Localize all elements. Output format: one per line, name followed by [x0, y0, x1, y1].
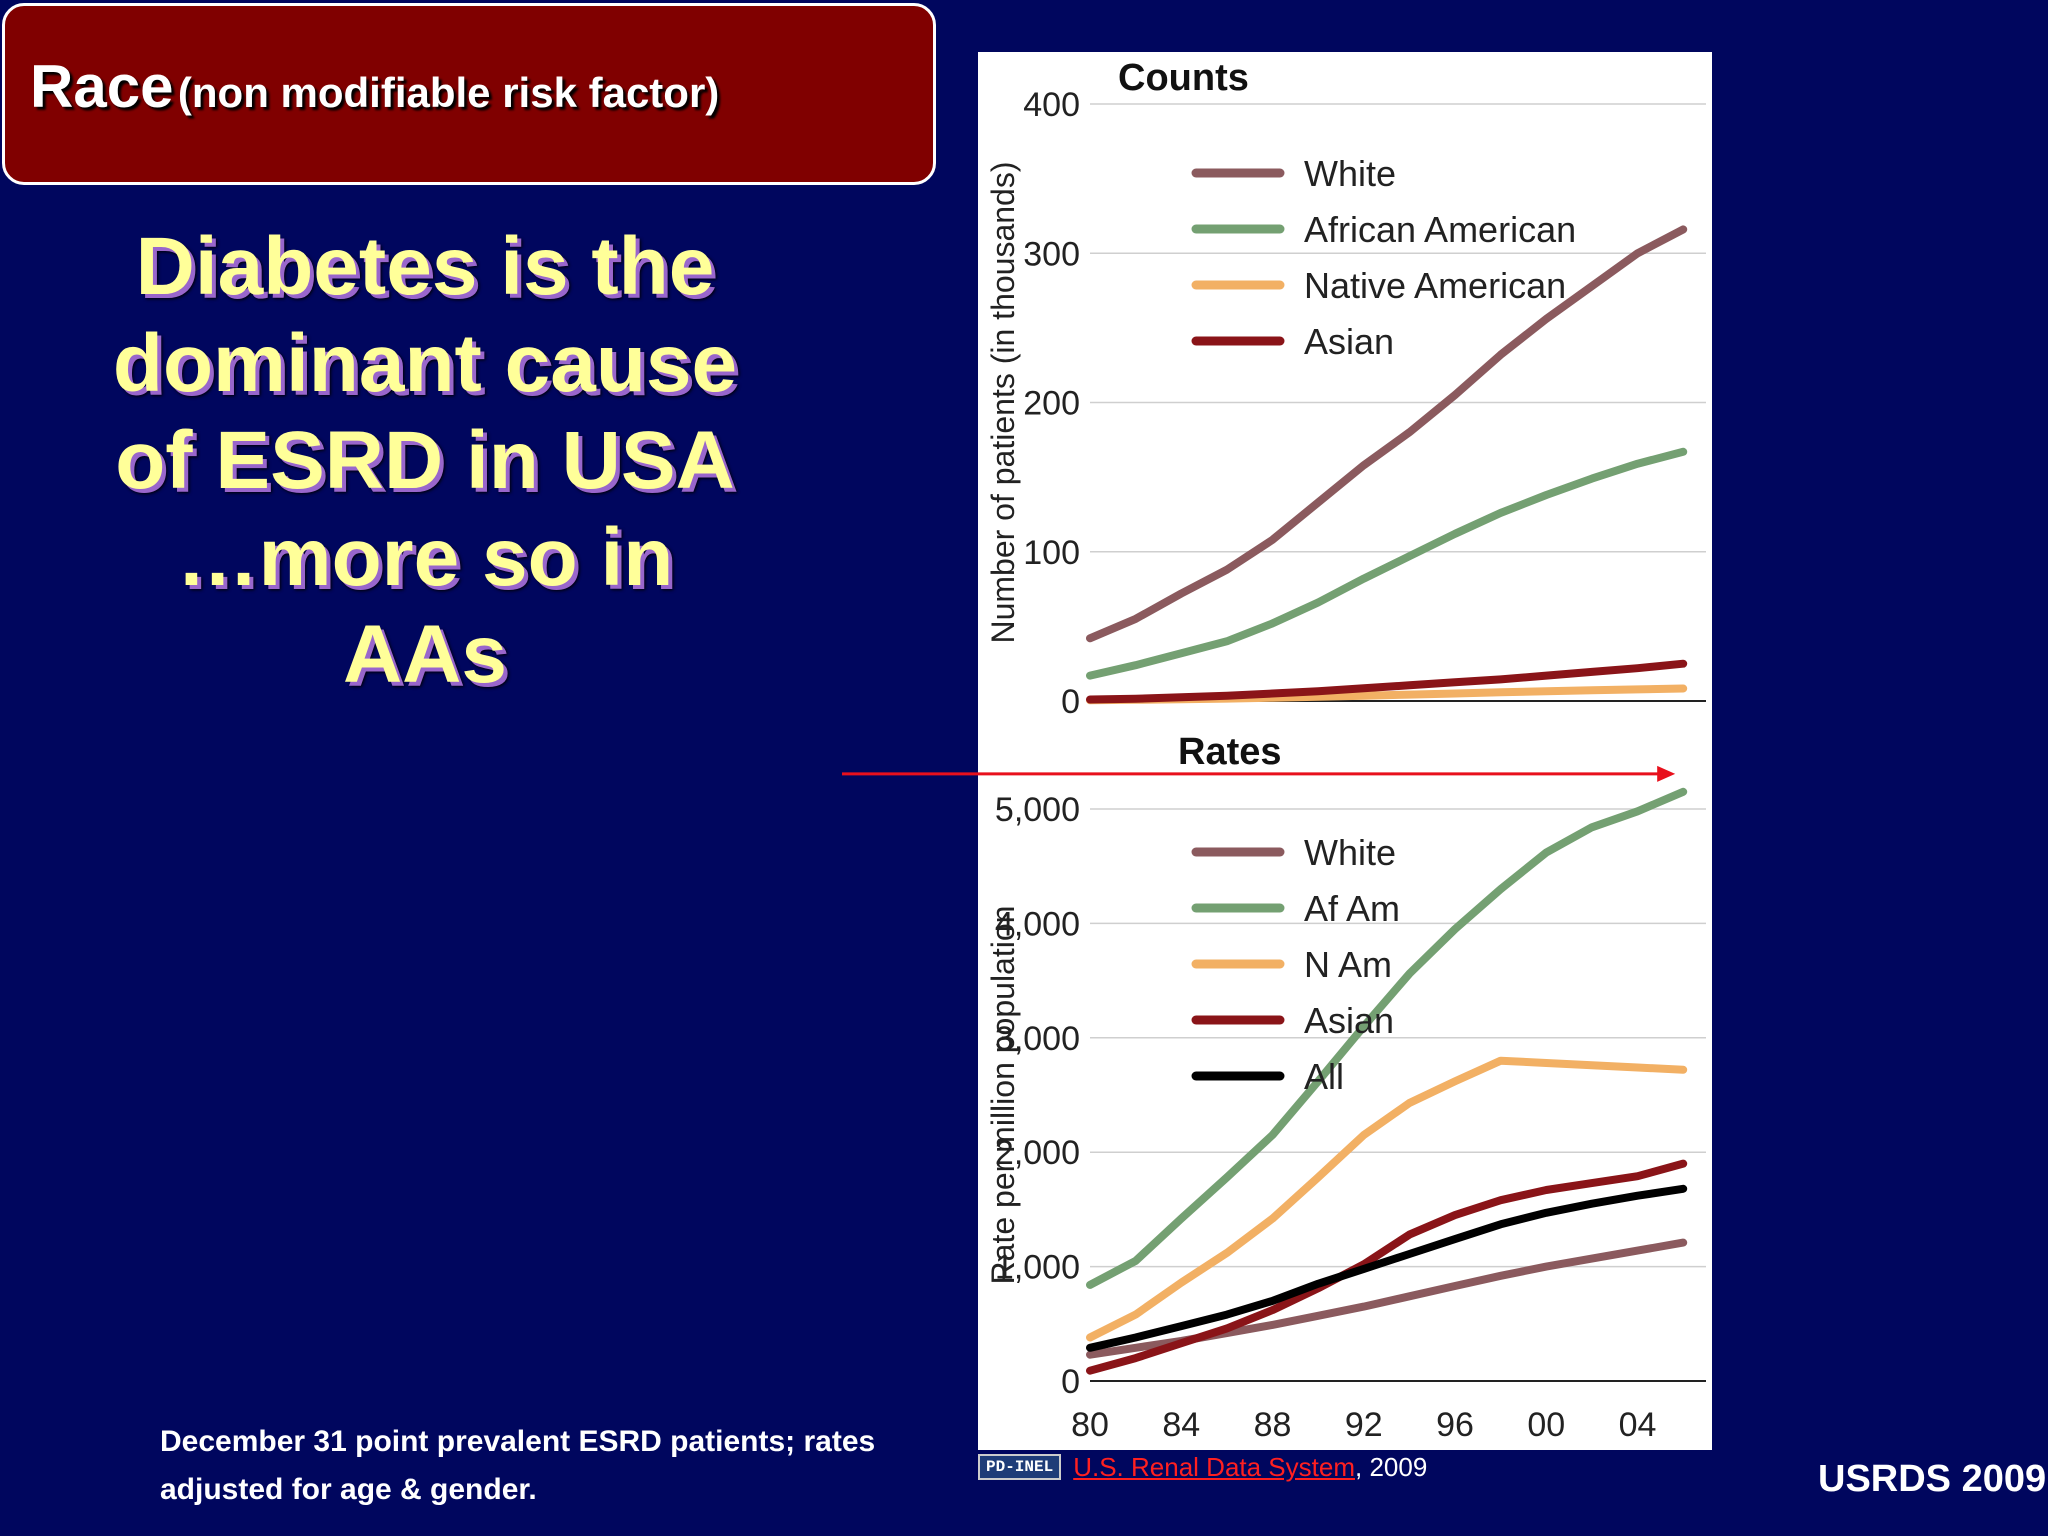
headline-line: Diabetes is the	[135, 221, 715, 312]
series-line-african-american	[1086, 447, 1688, 680]
y-tick-label: 400	[1023, 86, 1080, 124]
credit-year: , 2009	[1355, 1451, 1428, 1482]
title-race: Race	[30, 53, 174, 120]
footnote: December 31 point prevalent ESRD patient…	[160, 1418, 980, 1514]
headline-line: dominant cause	[112, 318, 738, 409]
slide-title: Race (non modifiable risk factor)	[30, 52, 719, 121]
legend-entry: African American	[1304, 209, 1576, 250]
y-tick-label: 3,000	[995, 1020, 1080, 1058]
series-line-n-am	[1086, 1056, 1688, 1342]
legend-entry: Asian	[1304, 1000, 1394, 1041]
x-tick-label: 92	[1345, 1406, 1383, 1444]
legend-entry: White	[1304, 832, 1396, 873]
series-line-all	[1086, 1184, 1688, 1352]
legend-entry: All	[1304, 1056, 1344, 1097]
chart-svg: Counts 0 100 200 300 400 Number of patients (i…	[985, 57, 1706, 1444]
legend-entry: Native American	[1304, 265, 1566, 306]
x-tick-label: 04	[1619, 1406, 1657, 1444]
legend-entry: Asian	[1304, 321, 1394, 362]
x-tick-label: 88	[1254, 1406, 1292, 1444]
series-line-asian	[1086, 659, 1688, 704]
headline-line: …more so in	[176, 512, 674, 603]
x-tick-label: 84	[1162, 1406, 1200, 1444]
y-tick-label: 100	[1023, 534, 1080, 572]
legend-entry: N Am	[1304, 944, 1392, 985]
footnote-line: adjusted for age & gender.	[160, 1473, 537, 1506]
y-tick-label: 200	[1023, 385, 1080, 423]
source-label: USRDS 2009	[1818, 1458, 2047, 1500]
headline-line: AAs	[342, 609, 508, 700]
y-tick-label: 1,000	[995, 1249, 1080, 1287]
headline-line: of ESRD in USA	[115, 415, 735, 506]
title-subtitle: (non modifiable risk factor)	[177, 69, 720, 116]
legend-entry: Af Am	[1304, 888, 1400, 929]
chart-panel: Counts 0 100 200 300 400 Number of patients (i…	[978, 52, 1712, 1450]
chart-title: Counts	[1118, 57, 1249, 99]
headline: Diabetes is the dominant cause of ESRD i…	[40, 218, 810, 703]
chart-title: Rates	[1178, 731, 1282, 773]
y-tick-label: 2,000	[995, 1134, 1080, 1172]
footnote-line: December 31 point prevalent ESRD patient…	[160, 1425, 876, 1458]
title-box	[2, 3, 936, 185]
y-tick-label: 0	[1061, 683, 1080, 721]
legend-entry: White	[1304, 153, 1396, 194]
y-tick-label: 4,000	[995, 905, 1080, 943]
credit-link[interactable]: U.S. Renal Data System	[1073, 1451, 1355, 1482]
image-credit: PD-INEL U.S. Renal Data System , 2009	[978, 1452, 1427, 1482]
y-tick-label: 300	[1023, 235, 1080, 273]
series-line-af-am	[1086, 787, 1688, 1289]
x-tick-label: 80	[1071, 1406, 1109, 1444]
series-line-asian	[1086, 1159, 1688, 1375]
series-line-white	[1086, 225, 1688, 643]
y-axis-label: Rate per million population	[985, 906, 1021, 1285]
x-tick-label: 96	[1436, 1406, 1474, 1444]
y-tick-label: 5,000	[995, 791, 1080, 829]
y-tick-label: 0	[1061, 1363, 1080, 1401]
license-badge: PD-INEL	[978, 1454, 1062, 1480]
y-axis-label: Number of patients (in thousands)	[985, 161, 1021, 643]
x-tick-label: 00	[1527, 1406, 1565, 1444]
